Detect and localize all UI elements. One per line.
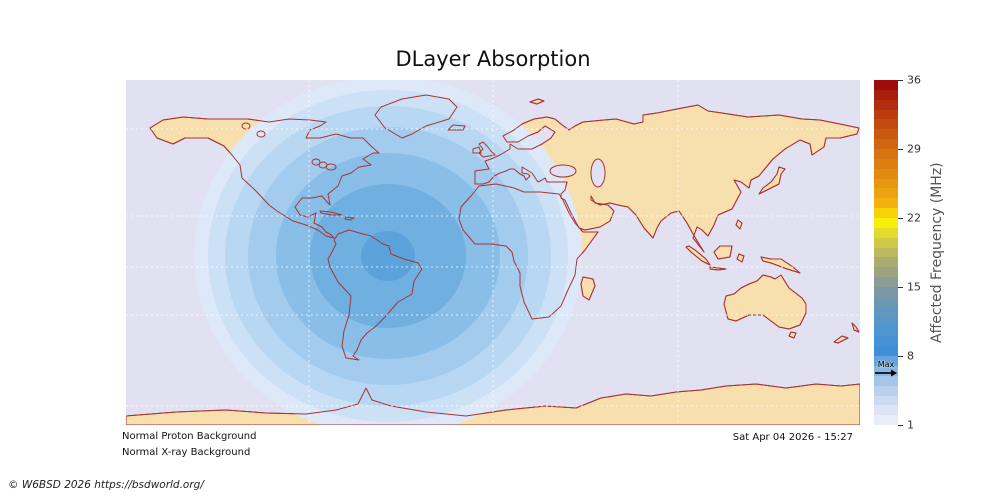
colorbar-segment: [874, 168, 898, 179]
colorbar-segment: [874, 346, 898, 357]
tick-mark: [898, 287, 903, 288]
graticule-gridlines: [126, 80, 860, 425]
colorbar-max-label: Max: [877, 359, 895, 369]
colorbar-segment: [874, 149, 898, 159]
colorbar-segment: [874, 415, 898, 426]
absorption-ring-6mhz: [361, 231, 415, 281]
colorbar-segment: [874, 385, 898, 396]
background-status: Normal Proton Background Normal X-ray Ba…: [122, 429, 256, 460]
colorbar-segment: [874, 247, 898, 258]
colorbar-segment: [874, 158, 898, 169]
colorbar-max-marker: Max: [874, 360, 898, 377]
tick-label: 8: [907, 349, 914, 363]
lakes: [241, 122, 606, 188]
colorbar-segment: [874, 287, 898, 297]
colorbar-segment: [874, 208, 898, 219]
timestamp: Sat Apr 04 2026 - 15:27: [732, 432, 853, 443]
colorbar-segment: [874, 365, 898, 376]
colorbar-segment: [874, 356, 898, 366]
colorbar-segment: [874, 316, 898, 327]
colorbar-segment: [874, 375, 898, 386]
tick-mark: [898, 218, 903, 219]
colorbar-segment: [874, 267, 898, 278]
colorbar-segment: [874, 129, 898, 140]
colorbar-segment: [874, 277, 898, 288]
great-lake: [311, 158, 321, 166]
colorbar-segment: [874, 99, 898, 110]
xray-status: Normal X-ray Background: [122, 446, 251, 458]
proton-status: Normal Proton Background: [122, 431, 257, 442]
tick-mark: [898, 149, 903, 150]
black-sea: [549, 164, 577, 178]
world-map-svg: [126, 80, 860, 425]
colorbar-segment: [874, 306, 898, 317]
great-slave-lake: [256, 130, 266, 138]
colorbar-segment: [874, 198, 898, 209]
colorbar-segment: [874, 178, 898, 189]
colorbar-segment: [874, 336, 898, 347]
colorbar-segment: [874, 109, 898, 120]
tick-label: 22: [907, 211, 921, 225]
colorbar-segment: [874, 89, 898, 100]
world-map: [126, 80, 860, 425]
colorbar-segment: [874, 326, 898, 337]
colorbar-gradient: [874, 80, 898, 426]
colorbar-segment: [874, 80, 898, 90]
tick-label: 15: [907, 280, 921, 294]
colorbar-segment: [874, 227, 898, 238]
caspian-sea: [590, 158, 606, 188]
tick-mark: [898, 425, 903, 426]
colorbar-segment: [874, 139, 898, 150]
tick-mark: [898, 80, 903, 81]
page-title: DLayer Absorption: [395, 47, 591, 71]
tick-label: 1: [907, 418, 914, 432]
colorbar-segment: [874, 237, 898, 248]
colorbar-segment: [874, 257, 898, 268]
colorbar-segment: [874, 188, 898, 199]
colorbar-segment: [874, 405, 898, 416]
tick-label: 29: [907, 142, 921, 156]
colorbar-ticks: 36 29 22 15 8 1: [898, 74, 938, 432]
absorption-contours: [194, 80, 582, 425]
great-lake: [325, 163, 337, 171]
max-arrow-icon: [875, 369, 897, 377]
colorbar-axis-label: Affected Frequency (MHz): [929, 162, 945, 343]
colorbar-segment: [874, 296, 898, 307]
tick-mark: [898, 356, 903, 357]
colorbar-segment: [874, 119, 898, 130]
colorbar-segment: [874, 218, 898, 228]
copyright: © W6BSD 2026 https://bsdworld.org/: [8, 479, 204, 491]
colorbar-segment: [874, 395, 898, 406]
tick-label: 36: [907, 73, 921, 87]
